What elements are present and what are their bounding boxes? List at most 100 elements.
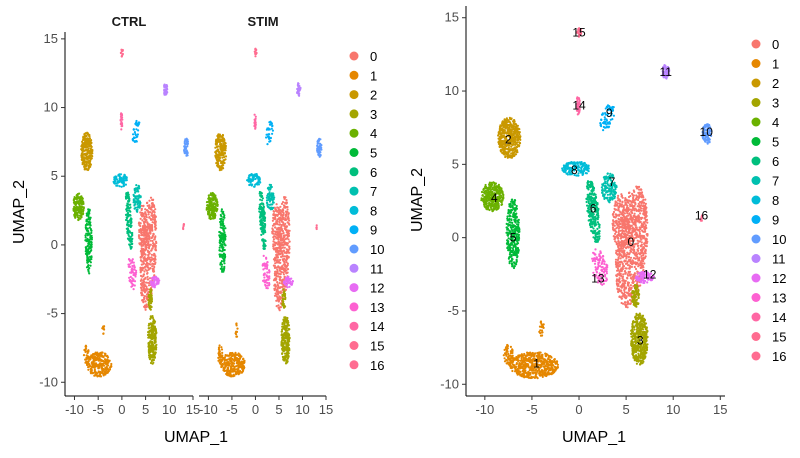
point-cluster-4	[79, 208, 82, 212]
point-cluster-5	[86, 261, 89, 264]
point-cluster-0	[277, 291, 280, 294]
point-cluster-3	[150, 298, 153, 301]
point-cluster-13	[132, 288, 135, 291]
point-cluster-0	[272, 264, 275, 267]
point-cluster-13	[266, 264, 269, 267]
point-cluster-9	[268, 128, 271, 131]
point-cluster-0	[275, 253, 278, 256]
point-cluster-0	[276, 247, 279, 250]
point-cluster-13	[129, 275, 132, 278]
point-cluster-14	[254, 127, 257, 130]
point-cluster-4	[73, 205, 76, 208]
point-cluster-1	[90, 368, 93, 372]
point-cluster-1	[100, 371, 104, 374]
point-cluster-8	[122, 185, 125, 188]
point-cluster-0	[147, 290, 150, 294]
point-cluster-1	[238, 353, 241, 356]
point-cluster-16	[182, 223, 185, 226]
point-cluster-0	[144, 245, 147, 248]
point-cluster-9	[137, 129, 140, 132]
point-cluster-0	[640, 209, 643, 212]
point-cluster-0	[142, 204, 145, 207]
point-cluster-1	[110, 362, 113, 366]
point-cluster-3	[283, 290, 286, 293]
point-cluster-8	[248, 174, 251, 177]
point-cluster-0	[148, 231, 151, 234]
point-cluster-0	[283, 236, 286, 239]
point-cluster-0	[148, 204, 151, 207]
point-cluster-1	[225, 359, 228, 362]
strip-label-ctrl: CTRL	[112, 14, 147, 29]
point-cluster-5	[221, 270, 224, 273]
point-cluster-5	[222, 236, 225, 239]
point-cluster-0	[287, 217, 290, 220]
point-cluster-12	[152, 284, 155, 287]
point-cluster-7	[133, 195, 136, 198]
point-cluster-0	[630, 277, 633, 280]
point-cluster-0	[276, 222, 279, 225]
point-cluster-0	[618, 295, 621, 298]
point-cluster-0	[145, 213, 148, 217]
point-cluster-9	[268, 133, 271, 136]
point-cluster-5	[219, 255, 222, 258]
point-cluster-0	[151, 234, 154, 237]
point-cluster-5	[87, 218, 90, 221]
point-cluster-1	[98, 356, 101, 360]
point-cluster-0	[154, 236, 157, 239]
point-cluster-0	[150, 259, 153, 262]
point-cluster-7	[136, 210, 139, 213]
point-cluster-0	[285, 248, 288, 251]
point-cluster-4	[214, 207, 218, 210]
point-cluster-1	[89, 357, 92, 360]
point-cluster-1	[97, 367, 100, 370]
point-cluster-0	[626, 273, 629, 276]
point-cluster-15	[119, 51, 123, 54]
point-cluster-5	[219, 261, 222, 264]
point-cluster-9	[268, 140, 272, 143]
point-cluster-0	[146, 223, 149, 226]
point-cluster-0	[151, 247, 154, 250]
point-cluster-0	[143, 222, 146, 225]
point-cluster-4	[209, 207, 212, 210]
point-cluster-0	[288, 245, 291, 248]
point-cluster-0	[138, 221, 141, 224]
point-cluster-1	[107, 370, 110, 373]
point-cluster-4	[76, 200, 79, 203]
point-cluster-3	[287, 342, 290, 345]
point-cluster-7	[268, 200, 271, 203]
point-cluster-13	[262, 254, 265, 257]
point-cluster-0	[151, 210, 154, 213]
point-cluster-1	[234, 355, 237, 358]
point-cluster-2	[216, 158, 219, 161]
point-cluster-4	[211, 206, 215, 209]
point-cluster-4	[72, 201, 76, 204]
point-cluster-0	[635, 263, 638, 266]
point-cluster-0	[139, 228, 142, 231]
point-cluster-0	[276, 218, 279, 221]
point-cluster-2	[81, 149, 84, 152]
point-cluster-0	[148, 247, 151, 250]
point-cluster-13	[127, 258, 131, 261]
point-cluster-5	[222, 210, 225, 213]
point-cluster-10	[185, 139, 188, 143]
point-cluster-0	[277, 209, 280, 212]
point-cluster-5	[85, 253, 89, 256]
point-cluster-0	[274, 287, 277, 290]
point-cluster-6	[259, 191, 262, 194]
point-cluster-11	[296, 87, 299, 91]
point-cluster-1	[242, 357, 245, 360]
point-cluster-5	[85, 229, 88, 232]
point-cluster-3	[284, 336, 287, 340]
point-cluster-4	[207, 208, 210, 211]
point-cluster-7	[134, 200, 137, 203]
point-cluster-1	[235, 365, 238, 368]
point-cluster-0	[640, 257, 644, 260]
point-cluster-7	[267, 188, 271, 191]
point-cluster-0	[280, 226, 283, 229]
point-cluster-3	[287, 324, 290, 327]
point-cluster-1	[102, 356, 105, 359]
point-cluster-6	[126, 202, 129, 205]
point-cluster-0	[626, 306, 629, 309]
point-cluster-3	[154, 351, 157, 354]
point-cluster-8	[256, 174, 259, 177]
